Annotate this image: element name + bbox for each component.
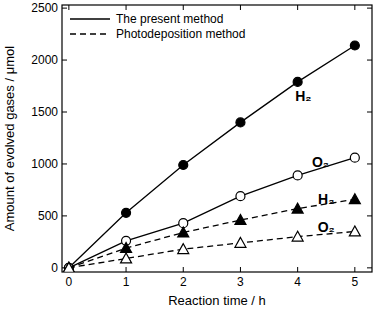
data-point [292, 231, 303, 241]
legend-swatch [70, 33, 110, 34]
annotation: H₂ [295, 88, 311, 104]
x-tick-label: 3 [237, 275, 244, 289]
data-point [350, 41, 359, 50]
y-tick [367, 215, 372, 216]
x-tick [183, 267, 184, 272]
legend-swatch [70, 18, 110, 19]
legend-label: The present method [116, 12, 223, 26]
y-tick-label: 2000 [31, 53, 58, 67]
series-line [69, 158, 355, 268]
series-line [69, 46, 355, 268]
data-point [121, 243, 132, 253]
annotation: O₂ [318, 219, 335, 235]
plot-area [63, 41, 360, 272]
x-tick-label: 0 [66, 275, 73, 289]
x-tick [126, 267, 127, 272]
plot-frame [62, 5, 372, 272]
legend-label: Photodeposition method [116, 27, 245, 41]
data-point [349, 226, 360, 236]
x-tick-label: 5 [351, 275, 358, 289]
y-tick [367, 60, 372, 61]
series-line [69, 231, 355, 267]
data-point [292, 203, 303, 213]
x-tick [354, 5, 355, 10]
y-tick [367, 112, 372, 113]
data-point [235, 215, 246, 225]
x-tick [68, 5, 69, 10]
data-point [178, 227, 189, 237]
x-axis-label: Reaction time / h [168, 293, 266, 308]
y-tick [62, 163, 67, 164]
data-point [121, 253, 132, 263]
data-point [350, 153, 359, 162]
series-line [69, 199, 355, 268]
y-tick-label: 1500 [31, 105, 58, 119]
y-axis-label: Amount of evolved gases / μmol [2, 46, 17, 231]
x-tick [183, 5, 184, 10]
y-tick-label: 2500 [31, 1, 58, 15]
x-tick [240, 267, 241, 272]
data-point [235, 237, 246, 247]
y-tick [62, 60, 67, 61]
y-tick-label: 500 [38, 209, 58, 223]
y-tick [367, 163, 372, 164]
x-tick-label: 1 [123, 275, 130, 289]
y-tick [62, 215, 67, 216]
data-point [178, 244, 189, 254]
y-tick [367, 267, 372, 268]
data-point [236, 192, 245, 201]
data-point [122, 208, 131, 217]
x-tick [240, 5, 241, 10]
data-point [293, 171, 302, 180]
data-point [236, 118, 245, 127]
annotation: O₂ [312, 154, 329, 170]
x-tick [297, 5, 298, 10]
data-point [293, 77, 302, 86]
data-point [63, 262, 74, 272]
x-tick-label: 4 [294, 275, 301, 289]
y-tick-label: 0 [51, 261, 58, 275]
data-point [349, 194, 360, 204]
x-tick [297, 267, 298, 272]
chart: 0 1 2 3 4 5 0 500 1000 1500 2000 2500 Reaction time … [0, 0, 377, 319]
y-tick-label: 1000 [31, 157, 58, 171]
y-tick [62, 8, 67, 9]
x-tick [354, 267, 355, 272]
y-tick [62, 112, 67, 113]
annotation: H₂ [318, 191, 334, 207]
x-tick-label: 2 [180, 275, 187, 289]
x-tick [126, 5, 127, 10]
y-tick [367, 8, 372, 9]
data-point [179, 160, 188, 169]
